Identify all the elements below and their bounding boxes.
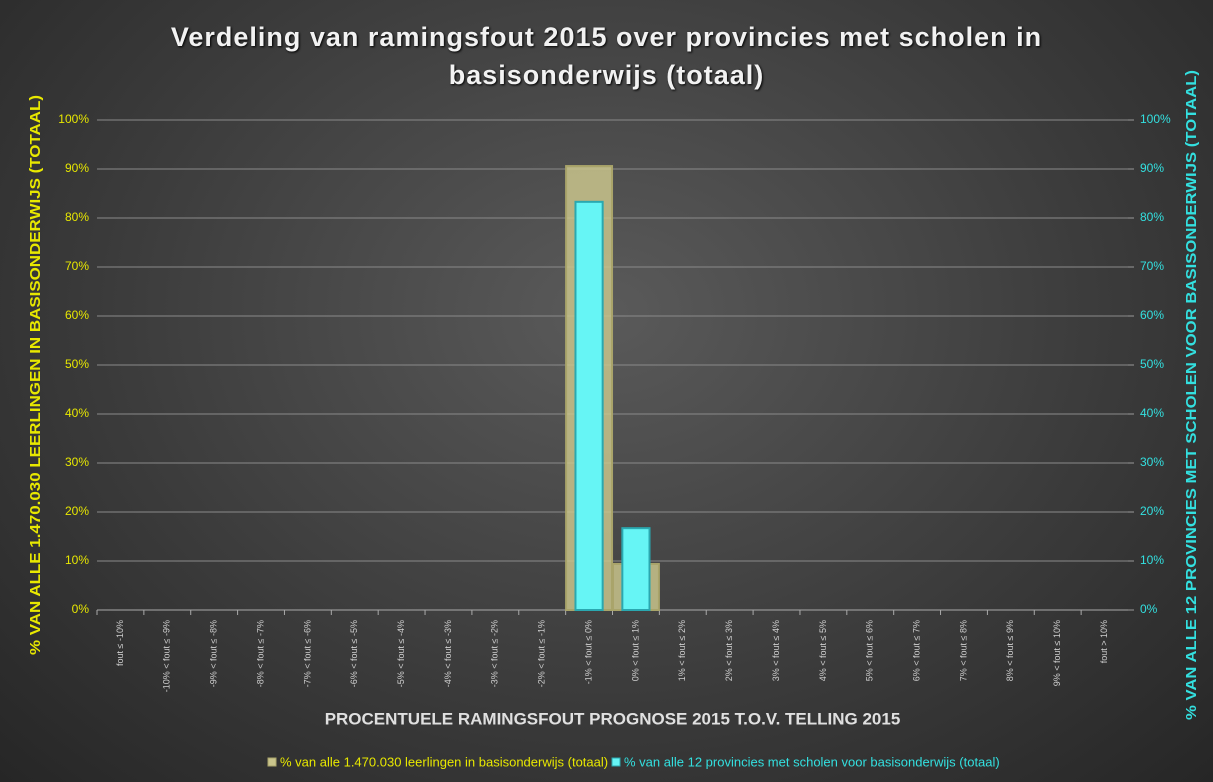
- x-tick-label: 3% < fout ≤ 4%: [771, 620, 781, 681]
- x-tick-label: -7% < fout ≤ -6%: [302, 620, 312, 687]
- y-tick-label: 90%: [65, 161, 89, 175]
- y-tick-label: 60%: [65, 308, 89, 322]
- y-axis-title: % VAN ALLE 1.470.030 LEERLINGEN IN BASIS…: [27, 95, 44, 655]
- y2-tick-label: 10%: [1140, 553, 1164, 567]
- y2-tick-label: 90%: [1140, 161, 1164, 175]
- legend-label: % van alle 12 provincies met scholen voo…: [624, 754, 1000, 769]
- y2-tick-label: 20%: [1140, 504, 1164, 518]
- bar: [574, 200, 604, 612]
- x-tick-label: 5% < fout ≤ 6%: [865, 620, 875, 681]
- y-tick-label: 80%: [65, 210, 89, 224]
- x-tick-label: fout ≤ -10%: [115, 620, 125, 666]
- y-tick-label: 70%: [65, 259, 89, 273]
- y-tick-label: 30%: [65, 455, 89, 469]
- x-tick-label: 0% < fout ≤ 1%: [630, 620, 640, 681]
- x-tick-label: 2% < fout ≤ 3%: [724, 620, 734, 681]
- x-tick-label: -5% < fout ≤ -4%: [396, 620, 406, 687]
- y2-axis-title: % VAN ALLE 12 PROVINCIES MET SCHOLEN VOO…: [1183, 70, 1200, 720]
- x-tick-label: 4% < fout ≤ 5%: [818, 620, 828, 681]
- y2-tick-label: 50%: [1140, 357, 1164, 371]
- x-tick-label: 8% < fout ≤ 9%: [1005, 620, 1015, 681]
- x-tick-label: 1% < fout ≤ 2%: [677, 620, 687, 681]
- y-tick-label: 40%: [65, 406, 89, 420]
- x-tick-label: -8% < fout ≤ -7%: [255, 620, 265, 687]
- x-tick-label: -4% < fout ≤ -3%: [443, 620, 453, 687]
- x-tick-label: -6% < fout ≤ -5%: [349, 620, 359, 687]
- x-tick-label: fout > 10%: [1099, 620, 1109, 663]
- legend-label: % van alle 1.470.030 leerlingen in basis…: [280, 754, 608, 769]
- y-tick-label: 10%: [65, 553, 89, 567]
- y2-tick-label: 40%: [1140, 406, 1164, 420]
- y-tick-label: 100%: [58, 112, 89, 126]
- x-tick-label: 7% < fout ≤ 8%: [958, 620, 968, 681]
- x-tick-label: 6% < fout ≤ 7%: [911, 620, 921, 681]
- x-tick-label: -2% < fout ≤ -1%: [537, 620, 547, 687]
- x-tick-label: -3% < fout ≤ -2%: [490, 620, 500, 687]
- y-tick-label: 0%: [72, 602, 90, 616]
- x-tick-label: -1% < fout ≤ 0%: [583, 620, 593, 684]
- legend-swatch: [611, 757, 621, 767]
- y2-tick-label: 0%: [1140, 602, 1158, 616]
- x-tick-label: -10% < fout ≤ -9%: [162, 620, 172, 692]
- y2-tick-label: 30%: [1140, 455, 1164, 469]
- y2-tick-label: 70%: [1140, 259, 1164, 273]
- x-tick-label: -9% < fout ≤ -8%: [209, 620, 219, 687]
- y-tick-label: 20%: [65, 504, 89, 518]
- y2-tick-label: 60%: [1140, 308, 1164, 322]
- y2-tick-label: 80%: [1140, 210, 1164, 224]
- y-tick-label: 50%: [65, 357, 89, 371]
- x-tick-label: 9% < fout ≤ 10%: [1052, 620, 1062, 686]
- y2-tick-label: 100%: [1140, 112, 1171, 126]
- chart-title: Verdeling van ramingsfout 2015 over prov…: [170, 22, 1043, 90]
- bar: [621, 527, 651, 611]
- x-axis-title: PROCENTUELE RAMINGSFOUT PROGNOSE 2015 T.…: [325, 709, 901, 728]
- legend-swatch: [267, 757, 277, 767]
